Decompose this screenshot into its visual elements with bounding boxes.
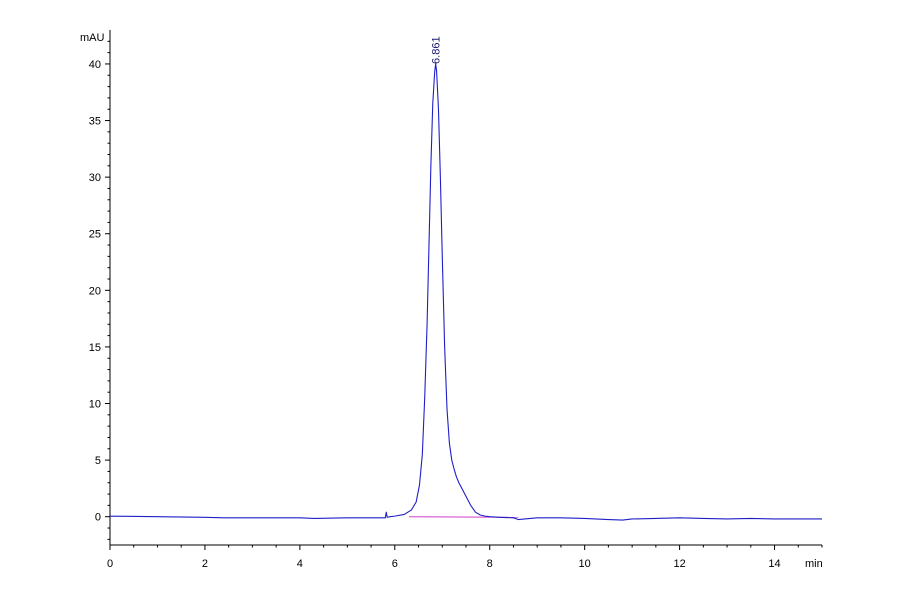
y-tick-label: 20 — [89, 285, 101, 297]
x-tick-label: 8 — [487, 558, 493, 570]
y-axis-unit: mAU — [80, 32, 105, 44]
y-tick-label: 5 — [95, 455, 101, 467]
x-tick-label: 14 — [768, 558, 780, 570]
y-tick-label: 30 — [89, 172, 101, 184]
x-tick-label: 4 — [297, 558, 303, 570]
plot-area: 6.861 — [109, 36, 822, 521]
y-tick-label: 40 — [89, 59, 101, 71]
y-tick-label: 15 — [89, 342, 101, 354]
x-axis-unit: min — [805, 558, 823, 570]
y-tick-label: 10 — [89, 399, 101, 411]
x-tick-label: 12 — [673, 558, 685, 570]
y-tick-label: 35 — [89, 116, 101, 128]
tick-marks — [105, 40, 823, 550]
signal-trace — [109, 63, 822, 521]
axes — [109, 30, 822, 546]
x-tick-label: 0 — [107, 558, 113, 570]
y-tick-label: 0 — [95, 512, 101, 524]
x-tick-label: 6 — [392, 558, 398, 570]
y-tick-label: 25 — [89, 229, 101, 241]
x-tick-label: 2 — [202, 558, 208, 570]
tick-labels: 0 5 10 15 20 25 30 35 40 0 2 4 6 8 10 12 14 — [89, 59, 781, 570]
x-tick-label: 10 — [579, 558, 591, 570]
peak-retention-label: 6.861 — [431, 36, 443, 64]
